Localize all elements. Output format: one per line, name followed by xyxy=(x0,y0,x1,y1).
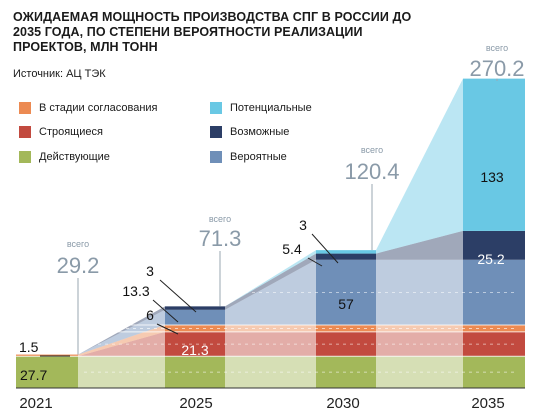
legend-label-operating: Действующие xyxy=(39,151,110,163)
area-operating-2030-2035 xyxy=(376,356,463,388)
legend-label-approval: В стадии согласования xyxy=(39,102,158,114)
chart-source: Источник: АЦ ТЭК xyxy=(13,68,106,80)
bar-potential-2035 xyxy=(463,78,525,231)
area-approval-2030-2035 xyxy=(376,325,463,332)
total-word-2030: всего xyxy=(361,145,383,155)
total-word-2021: всего xyxy=(67,239,89,249)
area-possible-2025-2030 xyxy=(225,253,316,310)
legend-swatch-possible xyxy=(210,126,222,138)
area-possible-2021-2025 xyxy=(78,306,165,355)
chart-title: ОЖИДАЕМАЯ МОЩНОСТЬ ПРОИЗВОДСТВА СПГ В РО… xyxy=(13,10,412,54)
year-label-2021: 2021 xyxy=(19,395,52,412)
value-label-under-construction-2025: 21.3 xyxy=(181,342,208,358)
value-label-possible-2030: 5.4 xyxy=(282,241,302,257)
legend-label-probable: Вероятные xyxy=(230,151,287,163)
total-word-2025: всего xyxy=(209,214,231,224)
bar-operating-2021 xyxy=(16,356,78,388)
legend-label-possible: Возможные xyxy=(230,126,290,138)
total-value-2030: 120.4 xyxy=(344,159,399,184)
bar-approval-2021 xyxy=(16,354,78,357)
label-leader-possible-2030 xyxy=(307,257,323,267)
value-label-possible-2035: 25.2 xyxy=(477,251,504,267)
label-leader-probable-2025 xyxy=(152,299,179,323)
value-label-probable-2030: 57 xyxy=(338,296,354,312)
bar-approval-2035 xyxy=(463,325,525,332)
value-label-potential-2030: 3 xyxy=(299,217,307,233)
value-label-approval-2021: 1.5 xyxy=(19,339,39,355)
bar-operating-2035 xyxy=(463,356,525,388)
legend-label-potential: Потенциальные xyxy=(230,102,312,114)
bar-probable-2025 xyxy=(165,309,225,326)
total-word-2035: всего xyxy=(486,43,508,53)
total-value-2021: 29.2 xyxy=(57,253,100,278)
total-value-2035: 270.2 xyxy=(469,56,524,81)
total-value-2025: 71.3 xyxy=(199,226,242,251)
bar-under-construction-2035 xyxy=(463,331,525,357)
area-under-construction-2021-2025 xyxy=(78,331,165,357)
value-label-possible-2025: 3 xyxy=(146,263,154,279)
legend-swatch-under-construction xyxy=(19,126,31,138)
bar-approval-2025 xyxy=(165,325,225,332)
area-operating-2025-2030 xyxy=(225,356,316,388)
area-approval-2021-2025 xyxy=(78,325,165,357)
year-label-2030: 2030 xyxy=(326,395,359,412)
area-probable-2025-2030 xyxy=(225,259,316,326)
bar-operating-2025 xyxy=(165,356,225,388)
bar-probable-2035 xyxy=(463,259,525,326)
area-possible-2030-2035 xyxy=(376,230,463,260)
bar-approval-2030 xyxy=(316,325,376,332)
bar-possible-2030 xyxy=(316,253,376,260)
label-leader-potential-2030 xyxy=(311,233,339,264)
value-label-operating-2021: 27.7 xyxy=(20,367,47,383)
legend-swatch-probable xyxy=(210,151,222,163)
area-under-construction-2030-2035 xyxy=(376,331,463,357)
value-label-potential-2035: 133 xyxy=(480,169,504,185)
label-leader-approval-2025 xyxy=(156,323,179,335)
area-probable-2030-2035 xyxy=(376,259,463,326)
area-under-construction-2025-2030 xyxy=(225,331,316,357)
area-approval-2025-2030 xyxy=(225,325,316,332)
area-potential-2030-2035 xyxy=(376,78,463,254)
year-label-2025: 2025 xyxy=(179,395,212,412)
legend-label-under-construction: Строящиеся xyxy=(39,126,103,138)
bar-possible-2035 xyxy=(463,230,525,260)
value-label-approval-2025: 6 xyxy=(146,307,154,323)
bar-potential-2030 xyxy=(316,250,376,254)
bar-possible-2025 xyxy=(165,306,225,310)
legend-swatch-approval xyxy=(19,102,31,114)
legend-swatch-operating xyxy=(19,151,31,163)
year-label-2035: 2035 xyxy=(471,395,504,412)
value-label-probable-2025: 13.3 xyxy=(122,283,149,299)
label-leader-possible-2025 xyxy=(159,279,197,313)
legend-swatch-potential xyxy=(210,102,222,114)
